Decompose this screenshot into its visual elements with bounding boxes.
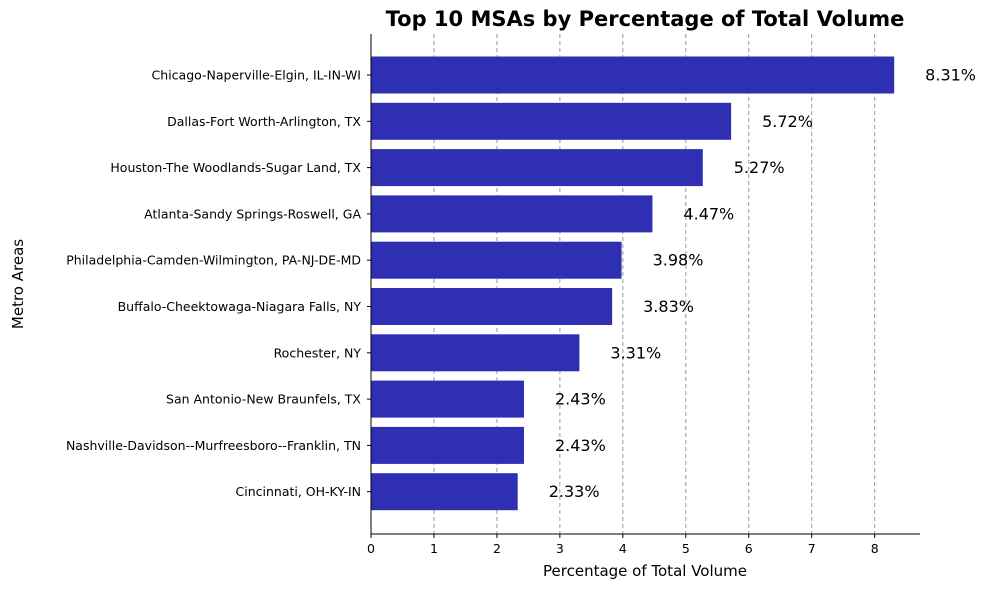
bar — [371, 473, 518, 511]
x-tick-label: 0 — [367, 541, 375, 556]
y-tick-label: Dallas-Fort Worth-Arlington, TX — [167, 114, 361, 129]
y-tick-label: Cincinnati, OH-KY-IN — [236, 484, 362, 499]
bar — [371, 102, 732, 140]
bars — [371, 56, 895, 511]
data-label: 3.31% — [610, 343, 661, 362]
x-tick-label: 3 — [556, 541, 564, 556]
y-tick-label: Houston-The Woodlands-Sugar Land, TX — [110, 160, 361, 175]
y-tick-label: Philadelphia-Camden-Wilmington, PA-NJ-DE… — [66, 253, 361, 268]
y-tick-label: Nashville-Davidson--Murfreesboro--Frankl… — [66, 438, 361, 453]
data-label: 3.98% — [653, 251, 704, 270]
x-tick-label: 6 — [745, 541, 753, 556]
y-tick-label: Atlanta-Sandy Springs-Roswell, GA — [144, 206, 361, 221]
y-tick-label: Buffalo-Cheektowaga-Niagara Falls, NY — [118, 299, 362, 314]
chart-title: Top 10 MSAs by Percentage of Total Volum… — [386, 7, 905, 31]
data-label: 3.83% — [643, 297, 694, 316]
y-tick-label: Chicago-Naperville-Elgin, IL-IN-WI — [152, 68, 361, 83]
x-tick-label: 7 — [808, 541, 816, 556]
data-label: 2.43% — [555, 390, 606, 409]
y-axis-label: Metro Areas — [9, 239, 27, 329]
bar — [371, 149, 703, 187]
x-tick-label: 5 — [682, 541, 690, 556]
data-label: 4.47% — [683, 204, 734, 223]
bar — [371, 334, 580, 372]
y-tick-label: Rochester, NY — [274, 345, 362, 360]
bar — [371, 195, 653, 233]
data-label: 8.31% — [925, 66, 976, 85]
bar — [371, 380, 524, 418]
bar — [371, 241, 622, 279]
bar — [371, 426, 524, 464]
x-tick-label: 2 — [493, 541, 501, 556]
x-tick-label: 8 — [871, 541, 879, 556]
bar — [371, 56, 895, 94]
data-label: 5.27% — [734, 158, 785, 177]
x-axis-label: Percentage of Total Volume — [543, 562, 747, 580]
x-tick-label: 4 — [619, 541, 627, 556]
y-tick-label: San Antonio-New Braunfels, TX — [166, 392, 361, 407]
x-tick-label: 1 — [430, 541, 438, 556]
bar — [371, 288, 613, 325]
data-label: 2.33% — [549, 482, 600, 501]
data-label: 2.43% — [555, 436, 606, 455]
data-labels: 8.31% 5.72% 5.27% 4.47% 3.98% 3.83% 3.31% 2.43%… — [549, 66, 976, 502]
data-label: 5.72% — [762, 112, 813, 131]
axes: Chicago-Naperville-Elgin, IL-IN-WI Dallas… — [66, 34, 920, 556]
